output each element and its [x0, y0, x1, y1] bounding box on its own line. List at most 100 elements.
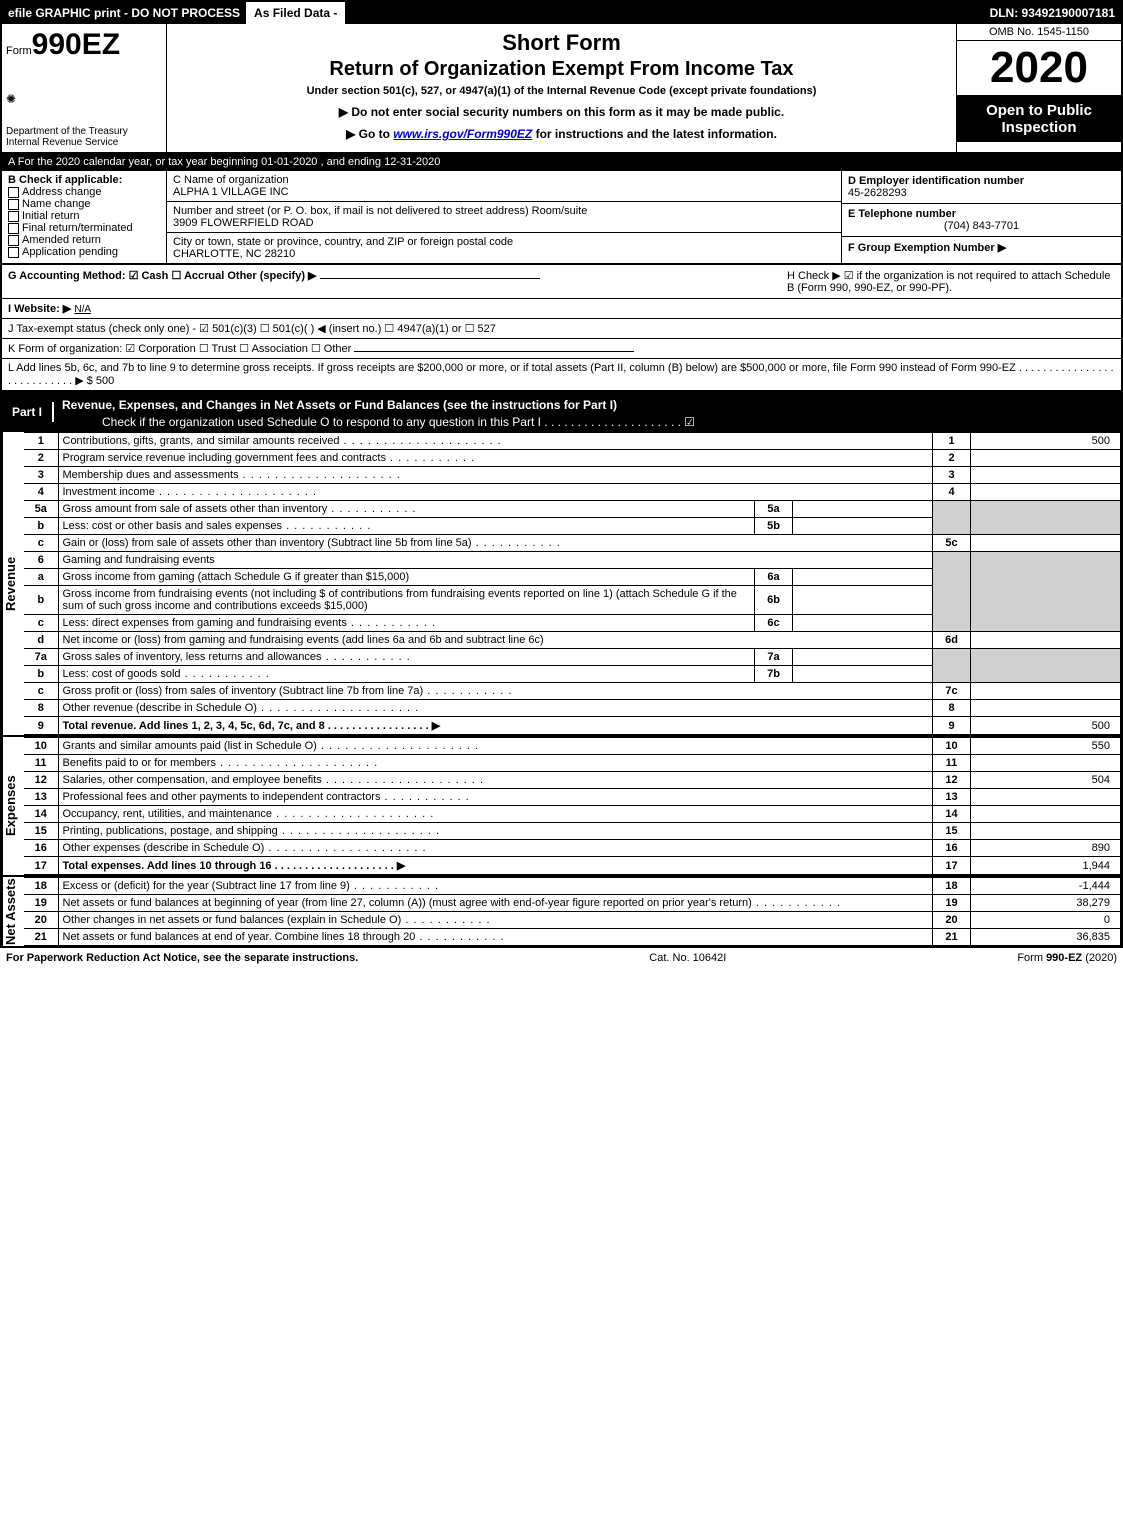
b-item-4: Amended return — [8, 234, 160, 246]
footer-left: For Paperwork Reduction Act Notice, see … — [6, 952, 358, 964]
line-6d: dNet income or (loss) from gaming and fu… — [24, 632, 1121, 649]
line-13: 13Professional fees and other payments t… — [24, 789, 1121, 806]
b-item-1: Name change — [8, 198, 160, 210]
section-bcdef: B Check if applicable: Address change Na… — [2, 171, 1121, 265]
part1-title: Revenue, Expenses, and Changes in Net As… — [62, 395, 1121, 415]
checkbox-address[interactable] — [8, 187, 19, 198]
form-label: Form990EZ — [6, 28, 162, 62]
checkbox-final[interactable] — [8, 223, 19, 234]
line-16: 16Other expenses (describe in Schedule O… — [24, 840, 1121, 857]
line-18: 18Excess or (deficit) for the year (Subt… — [24, 878, 1121, 895]
f-cell: F Group Exemption Number ▶ — [842, 237, 1121, 258]
expenses-table: 10Grants and similar amounts paid (list … — [24, 737, 1121, 875]
phone-value: (704) 843-7701 — [848, 220, 1115, 232]
checkbox-name[interactable] — [8, 199, 19, 210]
revenue-table: 1Contributions, gifts, grants, and simil… — [24, 432, 1121, 735]
line-4: 4Investment income4 — [24, 484, 1121, 501]
line-6: 6Gaming and fundraising events — [24, 552, 1121, 569]
line-11: 11Benefits paid to or for members11 — [24, 755, 1121, 772]
col-b: B Check if applicable: Address change Na… — [2, 171, 167, 263]
d-label: D Employer identification number — [848, 175, 1115, 187]
col-c: C Name of organization ALPHA 1 VILLAGE I… — [167, 171, 841, 263]
line-15: 15Printing, publications, postage, and s… — [24, 823, 1121, 840]
org-name: ALPHA 1 VILLAGE INC — [173, 186, 835, 198]
b-item-5: Application pending — [8, 246, 160, 258]
part1-titles: Revenue, Expenses, and Changes in Net As… — [62, 392, 1121, 432]
k-text: K Form of organization: ☑ Corporation ☐ … — [8, 343, 351, 355]
g-row: G Accounting Method: ☑ Cash ☐ Accrual Ot… — [2, 265, 781, 298]
line-5a: 5aGross amount from sale of assets other… — [24, 501, 1121, 518]
under-section: Under section 501(c), 527, or 4947(a)(1)… — [173, 85, 950, 97]
line-14: 14Occupancy, rent, utilities, and mainte… — [24, 806, 1121, 823]
short-form-title: Short Form — [173, 30, 950, 56]
form-page: efile GRAPHIC print - DO NOT PROCESS As … — [0, 0, 1123, 948]
checkbox-pending[interactable] — [8, 247, 19, 258]
omb-number: OMB No. 1545-1150 — [957, 24, 1121, 41]
revenue-section: Revenue 1Contributions, gifts, grants, a… — [2, 432, 1121, 735]
website-value: N/A — [74, 304, 91, 315]
line-12: 12Salaries, other compensation, and empl… — [24, 772, 1121, 789]
header-right: OMB No. 1545-1150 2020 Open to Public In… — [956, 24, 1121, 152]
form-prefix: Form — [6, 45, 32, 57]
seal-icon: ✺ — [6, 92, 162, 106]
b-item-3: Final return/terminated — [8, 222, 160, 234]
goto-pre: ▶ Go to — [346, 127, 393, 141]
top-bar: efile GRAPHIC print - DO NOT PROCESS As … — [2, 2, 1121, 24]
checkbox-amended[interactable] — [8, 235, 19, 246]
dept-label: Department of the Treasury — [6, 126, 162, 137]
revenue-label: Revenue — [2, 432, 24, 735]
c-city-row: City or town, state or province, country… — [167, 233, 841, 263]
header: Form990EZ ✺ Department of the Treasury I… — [2, 24, 1121, 154]
row-i: I Website: ▶ N/A — [2, 299, 1121, 319]
c-label: C Name of organization — [173, 174, 835, 186]
header-center: Short Form Return of Organization Exempt… — [167, 24, 956, 152]
c-name-row: C Name of organization ALPHA 1 VILLAGE I… — [167, 171, 841, 202]
line-7a: 7aGross sales of inventory, less returns… — [24, 649, 1121, 666]
b-label: B Check if applicable: — [8, 174, 160, 186]
footer-right: Form 990-EZ (2020) — [1017, 952, 1117, 964]
irs-label: Internal Revenue Service — [6, 137, 162, 148]
line-8: 8Other revenue (describe in Schedule O)8 — [24, 700, 1121, 717]
line-5c: cGain or (loss) from sale of assets othe… — [24, 535, 1121, 552]
addr-label: Number and street (or P. O. box, if mail… — [173, 205, 835, 217]
section-gh: G Accounting Method: ☑ Cash ☐ Accrual Ot… — [2, 265, 1121, 299]
checkbox-initial[interactable] — [8, 211, 19, 222]
form-number: 990EZ — [32, 28, 120, 61]
line-7c: cGross profit or (loss) from sales of in… — [24, 683, 1121, 700]
footer-mid: Cat. No. 10642I — [649, 952, 726, 964]
line-9: 9Total revenue. Add lines 1, 2, 3, 4, 5c… — [24, 717, 1121, 735]
street-address: 3909 FLOWERFIELD ROAD — [173, 217, 835, 229]
return-title: Return of Organization Exempt From Incom… — [173, 58, 950, 81]
col-def: D Employer identification number 45-2628… — [841, 171, 1121, 263]
part1-header: Part I Revenue, Expenses, and Changes in… — [2, 392, 1121, 432]
open-public: Open to Public Inspection — [957, 96, 1121, 142]
header-left: Form990EZ ✺ Department of the Treasury I… — [2, 24, 167, 152]
goto-line: ▶ Go to www.irs.gov/Form990EZ for instru… — [173, 127, 950, 141]
netassets-table: 18Excess or (deficit) for the year (Subt… — [24, 877, 1121, 946]
row-j: J Tax-exempt status (check only one) - ☑… — [2, 319, 1121, 339]
e-label: E Telephone number — [848, 208, 1115, 220]
netassets-section: Net Assets 18Excess or (deficit) for the… — [2, 875, 1121, 946]
g-other-line[interactable] — [320, 278, 540, 279]
irs-link[interactable]: www.irs.gov/Form990EZ — [393, 127, 532, 141]
d-cell: D Employer identification number 45-2628… — [842, 171, 1121, 204]
b-item-2: Initial return — [8, 210, 160, 222]
ein-value: 45-2628293 — [848, 187, 1115, 199]
f-label: F Group Exemption Number ▶ — [848, 242, 1006, 254]
no-ssn-note: ▶ Do not enter social security numbers o… — [173, 105, 950, 119]
row-l: L Add lines 5b, 6c, and 7b to line 9 to … — [2, 359, 1121, 392]
e-cell: E Telephone number (704) 843-7701 — [842, 204, 1121, 237]
expenses-section: Expenses 10Grants and similar amounts pa… — [2, 735, 1121, 875]
tax-year: 2020 — [957, 41, 1121, 96]
as-filed-box: As Filed Data - — [246, 2, 345, 24]
part1-sub: Check if the organization used Schedule … — [62, 415, 1121, 429]
row-a: A For the 2020 calendar year, or tax yea… — [2, 154, 1121, 171]
row-k: K Form of organization: ☑ Corporation ☐ … — [2, 339, 1121, 359]
line-21: 21Net assets or fund balances at end of … — [24, 929, 1121, 946]
i-label: I Website: ▶ — [8, 303, 71, 315]
dln-label: DLN: 93492190007181 — [984, 2, 1121, 24]
goto-post: for instructions and the latest informat… — [532, 127, 777, 141]
k-other-line[interactable] — [354, 351, 634, 352]
line-19: 19Net assets or fund balances at beginni… — [24, 895, 1121, 912]
page-footer: For Paperwork Reduction Act Notice, see … — [0, 948, 1123, 968]
